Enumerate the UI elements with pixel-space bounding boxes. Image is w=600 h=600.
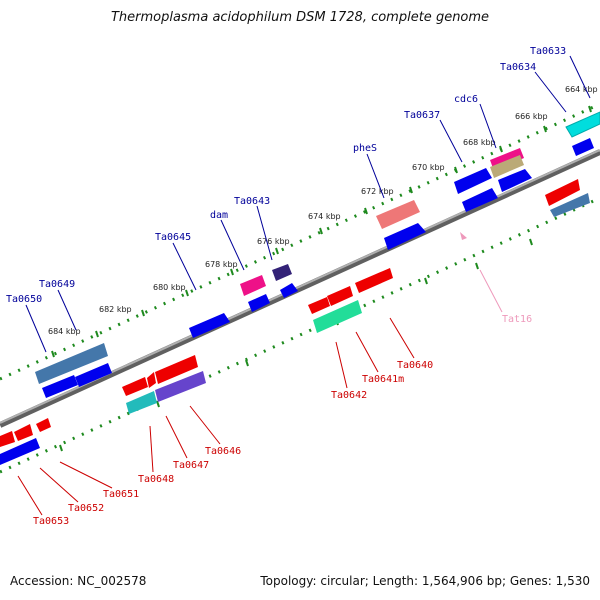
gene-label: Ta0646 xyxy=(205,446,241,457)
scale-lines xyxy=(0,102,600,474)
gene-Ta0640 xyxy=(355,268,393,293)
gene-Ta0653 xyxy=(0,431,15,447)
gene-dam xyxy=(240,275,266,296)
gene-label: Ta0642 xyxy=(331,390,367,401)
reverse-genes xyxy=(0,179,590,465)
gene-label: pheS xyxy=(353,143,377,154)
gene-Ta0649 xyxy=(75,363,112,387)
gene-pheS-b xyxy=(384,223,426,250)
forward-inner-genes xyxy=(42,138,594,398)
gene-Ta0646b xyxy=(155,371,206,402)
gene-label: Ta0633 xyxy=(530,46,566,57)
gene-label: Ta0647 xyxy=(173,460,209,471)
gene-Ta0643 xyxy=(272,264,292,281)
scale-labels: 664 kbp 666 kbp 668 kbp 670 kbp 672 kbp … xyxy=(48,85,598,336)
scale-label: 670 kbp xyxy=(412,163,445,172)
gene-label: Ta0643 xyxy=(234,196,270,207)
gene-label: Ta0645 xyxy=(155,232,191,243)
gene-pheS xyxy=(376,200,420,229)
scale-label: 680 kbp xyxy=(153,283,186,292)
gene-label: Ta0640 xyxy=(397,360,433,371)
gene-Ta0641 xyxy=(308,297,330,314)
gene-label: Ta0641m xyxy=(362,374,404,385)
genome-backbone xyxy=(0,149,600,428)
gene-Ta0637 xyxy=(454,168,492,194)
scale-label: 668 kbp xyxy=(463,138,496,147)
leader-lines-reverse xyxy=(17,317,415,516)
gene-Ta0649-0650 xyxy=(35,343,108,384)
scale-label: 666 kbp xyxy=(515,112,548,121)
gene-label: dam xyxy=(210,210,228,221)
gene-cdc6-shadow xyxy=(490,155,524,178)
gene-Ta0633 xyxy=(565,111,600,138)
gene-Ta0648 xyxy=(122,377,148,396)
gene-label: cdc6 xyxy=(454,94,478,105)
gene-Ta0634 xyxy=(572,138,594,156)
gene-label: Ta0634 xyxy=(500,62,536,73)
gene-Ta0643-b xyxy=(280,283,298,298)
scale-label: 674 kbp xyxy=(308,212,341,221)
gene-label: Ta0649 xyxy=(39,279,75,290)
gene-Ta0637a xyxy=(498,169,532,192)
forward-outer-genes xyxy=(35,111,600,384)
genome-stats-text: Topology: circular; Length: 1,564,906 bp… xyxy=(260,574,590,588)
gene-Ta0652 xyxy=(14,424,33,441)
gene-rev-2 xyxy=(550,193,590,217)
gene-rev-blue xyxy=(0,438,40,465)
gene-Tat16 xyxy=(460,232,467,240)
gene-rev-1 xyxy=(545,179,580,206)
accession-text: Accession: NC_002578 xyxy=(10,574,147,588)
scale-label: 682 kbp xyxy=(99,305,132,314)
gene-Ta0646 xyxy=(155,355,198,384)
gene-Ta0651 xyxy=(36,418,51,432)
rna-label: Tat16 xyxy=(502,314,532,325)
gene-Ta0641m xyxy=(327,286,353,306)
scale-label: 672 kbp xyxy=(361,187,394,196)
gene-Ta0645 xyxy=(189,313,230,338)
upper-ticks xyxy=(51,105,592,358)
gene-Ta0647 xyxy=(126,391,157,414)
gene-label: Ta0650 xyxy=(6,294,42,305)
gene-Ta0647a xyxy=(147,372,156,388)
gene-label: Ta0652 xyxy=(68,503,104,514)
scale-label: 684 kbp xyxy=(48,327,81,336)
scale-label: 664 kbp xyxy=(565,85,598,94)
reverse-labels: Ta0640 Ta0641m Ta0642 Ta0646 Ta0647 Ta06… xyxy=(33,360,433,527)
gene-Ta0650 xyxy=(42,375,78,398)
scale-label: 676 kbp xyxy=(257,237,290,246)
forward-labels: Ta0633 Ta0634 cdc6 Ta0637 pheS Ta0643 da… xyxy=(6,46,566,305)
gene-label: Ta0637 xyxy=(404,110,440,121)
gene-Ta0642 xyxy=(313,300,362,333)
gene-label: Ta0653 xyxy=(33,516,69,527)
scale-label: 678 kbp xyxy=(205,260,238,269)
map-title: Thermoplasma acidophilum DSM 1728, compl… xyxy=(110,10,490,25)
gene-Ta0637b xyxy=(462,188,498,212)
gene-label: Ta0648 xyxy=(138,474,174,485)
lower-ticks xyxy=(59,238,533,452)
leader-line-rna xyxy=(479,269,503,313)
gene-dam-b xyxy=(248,294,270,312)
gene-label: Ta0651 xyxy=(103,489,139,500)
leader-lines xyxy=(25,55,591,353)
